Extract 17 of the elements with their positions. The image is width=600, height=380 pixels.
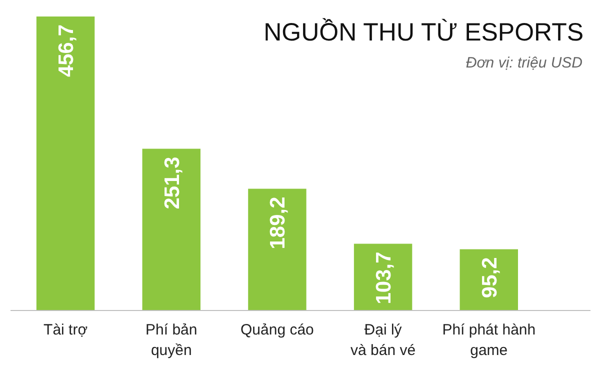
data-label: 251,3 bbox=[160, 156, 184, 210]
data-label: 95,2 bbox=[478, 257, 502, 298]
bar bbox=[142, 148, 200, 310]
chart-title: NGUỒN THU TỪ ESPORTS bbox=[264, 18, 584, 46]
bar bbox=[354, 244, 412, 310]
x-tick-label: Đại lý và bán vé bbox=[350, 322, 416, 359]
x-tick-label: Tài trợ bbox=[44, 322, 88, 338]
x-tick-label: Quảng cáo bbox=[240, 322, 314, 338]
bar bbox=[460, 249, 518, 310]
data-label: 189,2 bbox=[266, 196, 290, 250]
bar bbox=[36, 16, 95, 310]
data-label: 103,7 bbox=[372, 252, 396, 304]
text: Đơn vị: triệu USD bbox=[466, 54, 583, 72]
bar bbox=[248, 188, 306, 310]
x-tick-label: Phí phát hành game bbox=[442, 322, 536, 359]
x-tick-label: Phí bản quyền bbox=[146, 322, 198, 359]
data-label: 456,7 bbox=[55, 24, 78, 78]
